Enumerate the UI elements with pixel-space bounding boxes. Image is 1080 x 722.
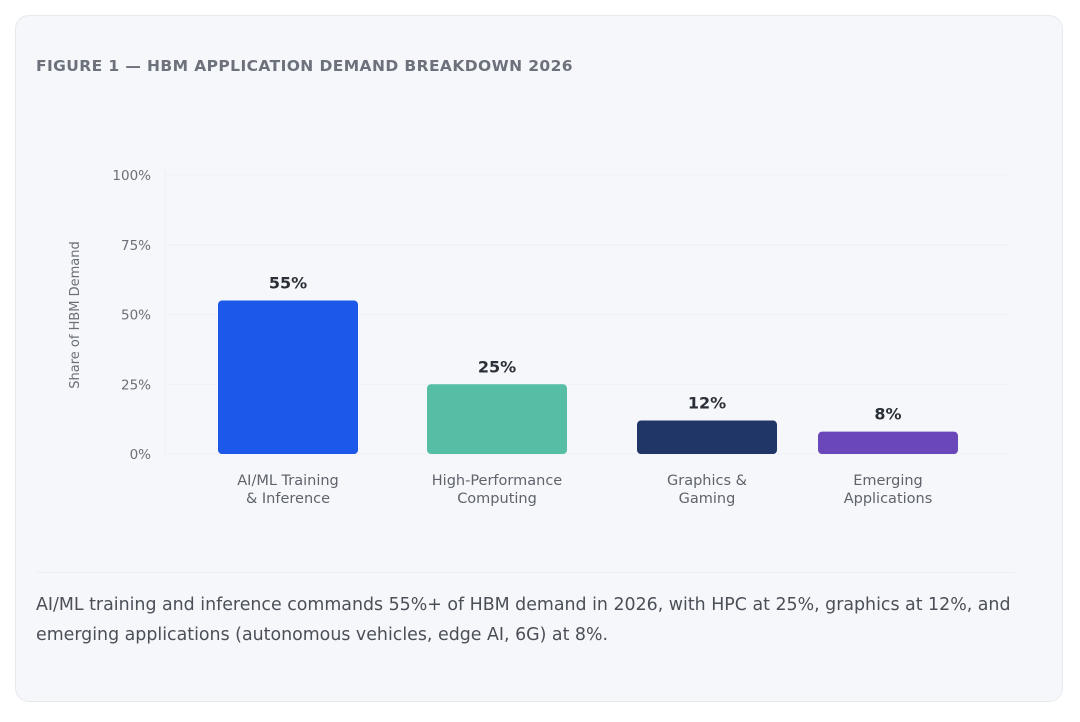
category-label: Graphics & Gaming [667, 473, 747, 507]
bar-value-label: 8% [874, 405, 901, 424]
y-axis-title: Share of HBM Demand [68, 241, 83, 388]
bar-value-label: 55% [269, 274, 307, 293]
bar [218, 300, 358, 454]
y-tick-label: 100% [112, 168, 151, 184]
bar [818, 431, 958, 454]
bar [427, 384, 567, 454]
y-tick-label: 0% [130, 447, 152, 463]
y-tick-label: 75% [121, 238, 151, 254]
category-labels: AI/ML Training & Inference High-Performanc… [237, 473, 932, 507]
category-label: High-Performance Computing [432, 473, 563, 507]
bar [637, 420, 777, 454]
caption-divider [36, 572, 1014, 573]
y-tick-label: 50% [121, 308, 151, 324]
y-tick-label: 25% [121, 377, 151, 393]
bar-chart: 0% 25% 50% 75% 100% Share of HBM Demand 55% 2… [68, 168, 958, 507]
figure-title: FIGURE 1 — HBM APPLICATION DEMAND BREAKD… [36, 57, 573, 75]
bar-value-label: 25% [478, 357, 516, 376]
category-label: AI/ML Training & Inference [237, 473, 339, 507]
category-label: Emerging Applications [844, 473, 933, 507]
value-labels: 55% 25% 12% 8% [269, 274, 902, 424]
bars [218, 300, 958, 454]
figure-caption: AI/ML training and inference commands 55… [36, 595, 1011, 645]
bar-value-label: 12% [688, 394, 726, 413]
y-axis-ticks: 0% 25% 50% 75% 100% [112, 168, 151, 463]
figure-card [15, 15, 1063, 702]
